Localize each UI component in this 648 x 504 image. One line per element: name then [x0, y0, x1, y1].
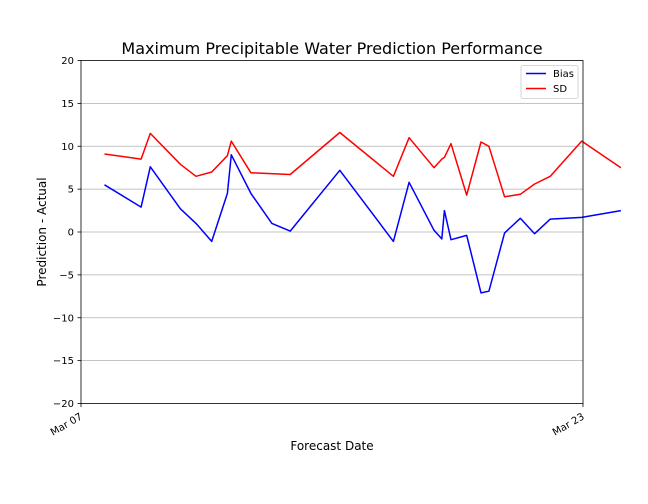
- y-tick-label: 5: [68, 185, 74, 196]
- y-tick-label: 15: [61, 99, 74, 110]
- legend-label-sd: SD: [553, 84, 567, 95]
- legend-label-bias: Bias: [553, 69, 574, 80]
- series-group: [104, 131, 622, 294]
- y-tick-label: −5: [59, 270, 74, 281]
- grid-lines: [81, 102, 583, 362]
- chart-title: Maximum Precipitable Water Prediction Pe…: [121, 39, 542, 58]
- y-tick-label: −20: [53, 399, 74, 410]
- x-axis-label: Forecast Date: [290, 439, 373, 453]
- y-tick-label: 10: [61, 142, 74, 153]
- series-line-sd: [104, 131, 622, 198]
- y-tick-label: −10: [53, 313, 74, 324]
- y-axis: −20 −15 −10 −5 0 5 10 15 20: [53, 56, 81, 410]
- y-tick-label: −15: [53, 356, 74, 367]
- series-line-bias: [104, 154, 622, 294]
- y-tick-label: 20: [61, 56, 74, 67]
- legend: Bias SD: [520, 65, 579, 99]
- y-tick-label: 0: [68, 228, 74, 239]
- y-axis-label: Prediction - Actual: [35, 177, 49, 286]
